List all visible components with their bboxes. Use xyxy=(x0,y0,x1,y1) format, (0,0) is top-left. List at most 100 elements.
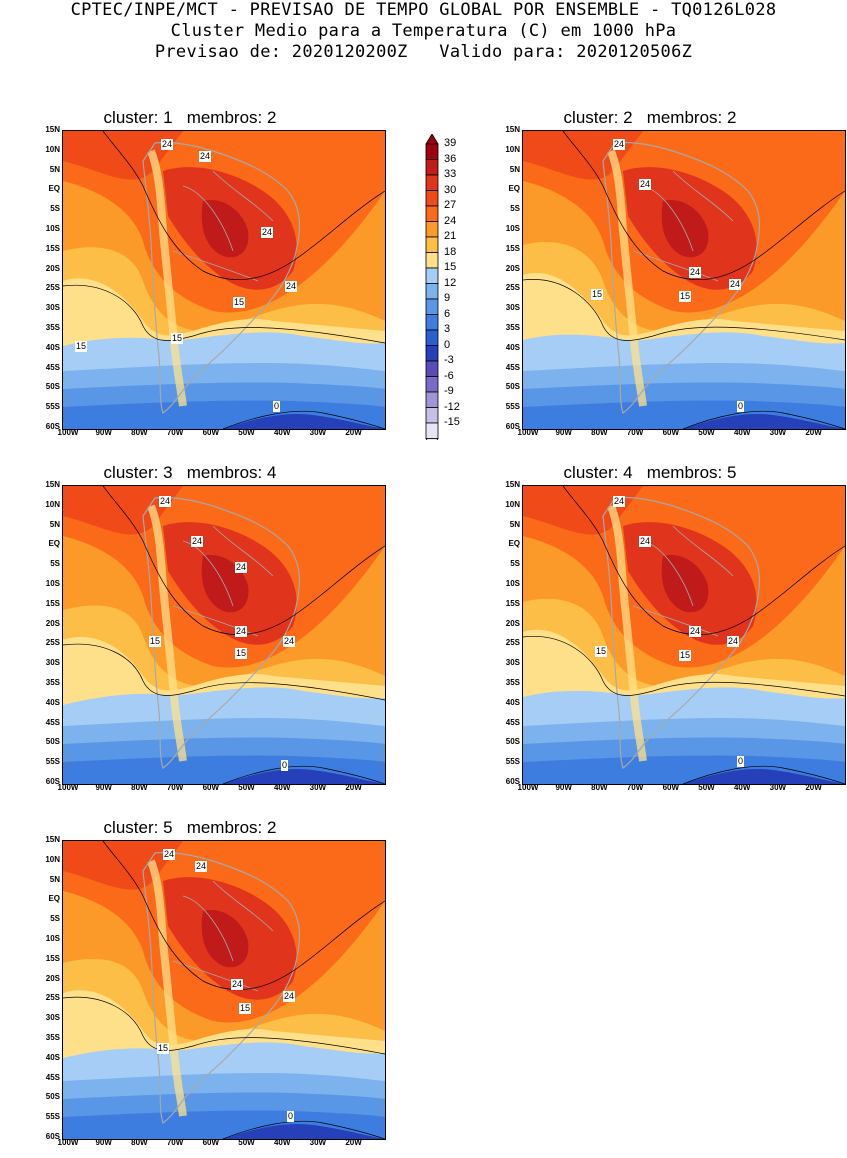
lat-tick-label: 50S xyxy=(45,382,60,392)
lat-tick-label: 15N xyxy=(505,480,520,489)
lon-tick-label: 30W xyxy=(769,783,787,792)
map-panel: cluster: 1 membros: 2 24 24 24 24 15 15 15 0 15N… xyxy=(0,108,386,448)
lat-tick-label: 25S xyxy=(45,283,60,293)
lat-tick-label: 5N xyxy=(49,164,60,174)
contour-label: 24 xyxy=(283,991,296,1002)
lat-tick-label: 50S xyxy=(505,382,520,392)
contour-label: 24 xyxy=(159,496,172,507)
panel-title: cluster: 2 membros: 2 xyxy=(563,108,737,127)
lat-tick-label: 5N xyxy=(509,164,520,174)
lat-tick-label: 10S xyxy=(505,224,520,233)
map-plot: 24 24 24 24 15 15 0 xyxy=(522,130,846,430)
lat-tick-label: 45S xyxy=(45,717,60,727)
lat-tick-label: 5S xyxy=(50,204,60,214)
lat-tick-label: 25S xyxy=(505,283,520,293)
lat-tick-label: 5S xyxy=(510,559,520,569)
lon-tick-label: 50W xyxy=(698,783,715,792)
contour-label: 15 xyxy=(233,297,246,308)
contour-label: 24 xyxy=(689,267,702,278)
legend-label: 21 xyxy=(444,230,457,242)
lon-tick-label: 90W xyxy=(555,783,572,792)
lat-tick-label: 5S xyxy=(50,559,60,569)
lat-tick-label: 40S xyxy=(45,1052,60,1062)
contour-label: 0 xyxy=(287,1111,295,1122)
lat-tick-label: 55S xyxy=(505,402,520,412)
contour-label: 15 xyxy=(595,646,608,657)
lon-tick-label: 20W xyxy=(805,783,822,792)
lat-tick-label: 45S xyxy=(45,1072,60,1082)
lon-tick-label: 100W xyxy=(57,1138,79,1147)
lat-tick-label: 55S xyxy=(45,1112,60,1122)
contour-label: 0 xyxy=(737,756,745,767)
legend-label: 15 xyxy=(444,261,457,273)
legend-label: 18 xyxy=(444,245,457,258)
lat-tick-label: 10N xyxy=(45,499,60,509)
temperature-field xyxy=(523,486,845,784)
lon-tick-label: 80W xyxy=(131,1138,148,1147)
lon-tick-label: 90W xyxy=(95,1138,112,1147)
temperature-field xyxy=(63,841,385,1139)
lat-tick-label: 40S xyxy=(45,697,60,707)
contour-label: 24 xyxy=(613,139,626,150)
lon-tick-label: 100W xyxy=(517,428,539,437)
lon-tick-label: 60W xyxy=(662,428,680,437)
map-panel: cluster: 2 membros: 2 24 24 24 24 15 15 0 15N 10… xyxy=(460,108,846,448)
lat-tick-label: 25S xyxy=(45,638,60,648)
map-plot: 24 24 24 24 15 15 0 xyxy=(522,485,846,785)
lon-tick-label: 30W xyxy=(769,428,787,437)
contour-label: 24 xyxy=(285,281,298,292)
lat-tick-label: 55S xyxy=(45,402,60,412)
color-legend: 39 36 33 30 27 24 21 18 15 12 9 6 3 0 -3 -6 -9 -12 -15 xyxy=(424,134,484,440)
lon-tick-label: 70W xyxy=(166,783,184,792)
legend-label: 30 xyxy=(444,183,457,196)
lat-tick-label: 10N xyxy=(505,144,520,154)
map-plot: 24 24 24 24 15 15 0 xyxy=(62,840,386,1140)
contour-label: 24 xyxy=(163,849,176,860)
lat-tick-label: 10S xyxy=(505,579,520,588)
legend-colorbar xyxy=(425,134,439,440)
lat-tick-label: 45S xyxy=(45,362,60,372)
lon-tick-label: 50W xyxy=(238,783,255,792)
legend-label: -3 xyxy=(444,354,454,366)
lon-tick-label: 20W xyxy=(345,783,362,792)
legend-label: 33 xyxy=(444,168,457,180)
map-panel: cluster: 3 membros: 4 24 24 24 24 24 15 15 0 15N… xyxy=(0,463,386,803)
contour-label: 15 xyxy=(679,291,692,302)
legend-label: 12 xyxy=(444,276,457,289)
legend-label: 9 xyxy=(444,292,451,304)
panel-title: cluster: 1 membros: 2 xyxy=(103,108,277,127)
contour-label: 24 xyxy=(727,636,740,647)
contour-label: 24 xyxy=(689,626,702,637)
lat-tick-label: 15N xyxy=(45,125,60,134)
lon-tick-label: 90W xyxy=(95,428,112,437)
lat-tick-label: EQ xyxy=(508,539,520,549)
contour-label: 15 xyxy=(591,289,604,300)
contour-label: 15 xyxy=(157,1043,170,1054)
contour-label: 15 xyxy=(679,650,692,661)
lat-tick-label: EQ xyxy=(48,539,60,549)
lon-tick-label: 90W xyxy=(95,783,112,792)
lat-tick-label: 25S xyxy=(45,993,60,1003)
contour-label: 0 xyxy=(281,760,289,771)
contour-label: 24 xyxy=(613,496,626,507)
lat-tick-label: 30S xyxy=(45,303,60,313)
lon-tick-label: 80W xyxy=(591,428,608,437)
lat-tick-label: 5N xyxy=(49,519,60,529)
lon-tick-label: 30W xyxy=(309,783,327,792)
lon-tick-label: 100W xyxy=(517,783,539,792)
lat-tick-label: 20S xyxy=(505,618,520,628)
contour-label: 24 xyxy=(283,636,296,647)
lat-tick-label: 50S xyxy=(505,737,520,747)
lat-tick-label: 15N xyxy=(505,125,520,134)
lon-tick-label: 40W xyxy=(273,1138,291,1147)
lat-tick-label: 10N xyxy=(505,499,520,509)
lat-tick-label: 15S xyxy=(45,598,60,608)
panel-title: cluster: 5 membros: 2 xyxy=(103,818,277,837)
lat-tick-label: 5N xyxy=(49,874,60,884)
contour-label: 15 xyxy=(239,1003,252,1014)
contour-label: 15 xyxy=(149,636,162,647)
contour-label: 24 xyxy=(161,139,174,150)
lon-tick-label: 30W xyxy=(309,428,327,437)
lat-tick-label: 20S xyxy=(45,973,60,983)
lon-tick-label: 40W xyxy=(733,783,751,792)
